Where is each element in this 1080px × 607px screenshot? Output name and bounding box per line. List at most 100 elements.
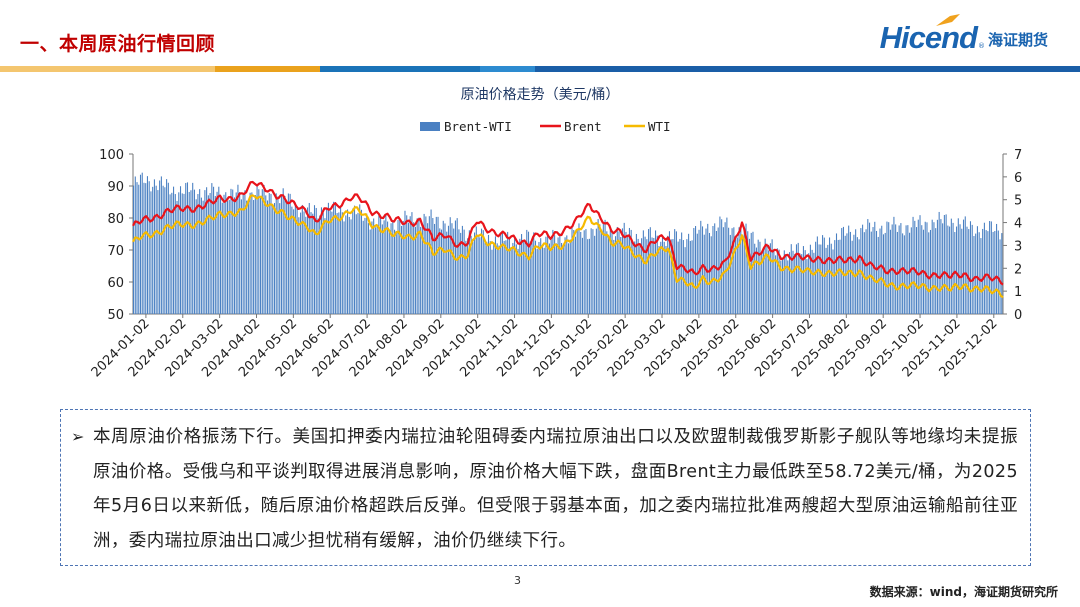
wti-series-line xyxy=(132,194,1004,299)
spread-bar xyxy=(862,224,864,314)
spread-bar xyxy=(425,216,427,314)
spread-bar xyxy=(978,232,980,314)
spread-bar xyxy=(655,230,657,314)
spread-bar xyxy=(661,234,664,314)
spread-bar xyxy=(882,234,885,314)
spread-bar xyxy=(872,227,874,314)
spread-bar xyxy=(195,199,197,314)
right-tick-label: 2 xyxy=(1014,262,1022,277)
band-segment xyxy=(215,66,320,72)
logo-wing-icon xyxy=(936,14,960,26)
spread-bar xyxy=(957,218,959,314)
spread-bar xyxy=(343,221,345,314)
spread-bar xyxy=(736,237,738,314)
spread-bar xyxy=(769,243,771,314)
spread-bar xyxy=(609,227,611,314)
spread-bar xyxy=(216,191,218,314)
spread-bar xyxy=(249,192,251,314)
spread-bar xyxy=(869,222,871,314)
spread-bar xyxy=(507,231,509,314)
spread-bar xyxy=(660,241,662,314)
spread-bar xyxy=(635,233,637,314)
right-tick-label: 6 xyxy=(1014,171,1022,186)
spread-bar xyxy=(536,248,538,314)
spread-bar xyxy=(152,186,154,314)
spread-bar xyxy=(437,216,439,314)
spread-bar xyxy=(273,202,276,314)
spread-bar xyxy=(825,247,827,314)
spread-bar xyxy=(707,223,709,314)
spread-bar xyxy=(754,243,756,314)
spread-bar xyxy=(597,219,599,314)
spread-bar xyxy=(197,194,199,314)
spread-bar xyxy=(695,226,697,314)
spread-bar xyxy=(300,212,302,314)
spread-bar xyxy=(870,231,872,314)
spread-bar xyxy=(275,193,277,314)
spread-bar xyxy=(987,231,989,314)
spread-bar xyxy=(340,205,342,314)
spread-bar xyxy=(573,229,575,314)
spread-bar xyxy=(218,186,220,314)
spread-bar xyxy=(816,236,818,314)
spread-bar xyxy=(581,237,583,314)
spread-bar xyxy=(209,193,211,314)
spread-bar xyxy=(599,224,601,314)
spread-bar xyxy=(936,219,938,314)
spread-bar xyxy=(881,225,883,314)
spread-bar xyxy=(620,236,622,314)
spread-bar xyxy=(411,212,413,314)
spread-bar xyxy=(527,231,530,314)
spread-bar xyxy=(185,182,187,314)
spread-bar xyxy=(369,229,371,314)
spread-bar xyxy=(331,211,333,314)
spread-bar xyxy=(782,259,784,314)
spread-bar xyxy=(387,221,389,314)
spread-bar xyxy=(606,231,608,314)
spread-bar xyxy=(667,235,669,314)
spread-bar xyxy=(627,235,629,314)
spread-bar xyxy=(423,213,425,314)
spread-bar xyxy=(324,218,326,314)
spread-bar xyxy=(500,234,502,314)
spread-bar xyxy=(768,250,770,314)
left-tick-label: 60 xyxy=(107,276,124,291)
spread-bar xyxy=(133,185,135,314)
spread-bar xyxy=(855,229,857,314)
spread-bar xyxy=(315,207,317,314)
header-color-band xyxy=(0,66,1080,72)
spread-bar xyxy=(514,236,516,314)
spread-bar xyxy=(893,216,895,314)
spread-bar xyxy=(813,252,815,314)
spread-bar xyxy=(628,227,630,314)
spread-bar xyxy=(176,200,178,314)
spread-bar xyxy=(392,220,394,314)
spread-bar xyxy=(665,246,667,314)
page-number: 3 xyxy=(514,574,521,587)
spread-bar xyxy=(533,232,535,314)
spread-bar xyxy=(562,246,564,314)
spread-bar xyxy=(761,251,763,314)
spread-bar xyxy=(204,190,206,314)
spread-bar xyxy=(929,229,931,314)
spread-bar xyxy=(447,225,450,314)
spread-bar xyxy=(568,243,570,314)
spread-bar xyxy=(362,220,364,314)
spread-bar xyxy=(830,243,832,314)
spread-bar xyxy=(428,216,430,314)
spread-bar xyxy=(277,196,279,314)
spread-bar xyxy=(729,234,731,314)
spread-bar xyxy=(642,230,644,314)
spread-bar xyxy=(380,215,382,314)
spread-bar xyxy=(479,237,481,314)
left-tick-label: 70 xyxy=(107,244,124,259)
spread-bar xyxy=(258,189,260,314)
spread-bar xyxy=(169,194,171,314)
spread-bar xyxy=(336,213,338,314)
spread-bar xyxy=(648,229,650,314)
spread-bar xyxy=(458,229,460,314)
spread-bar xyxy=(239,191,241,314)
spread-bar xyxy=(992,231,994,314)
company-logo: Hicend ® 海证期货 xyxy=(880,14,1048,53)
spread-bar xyxy=(778,249,780,314)
